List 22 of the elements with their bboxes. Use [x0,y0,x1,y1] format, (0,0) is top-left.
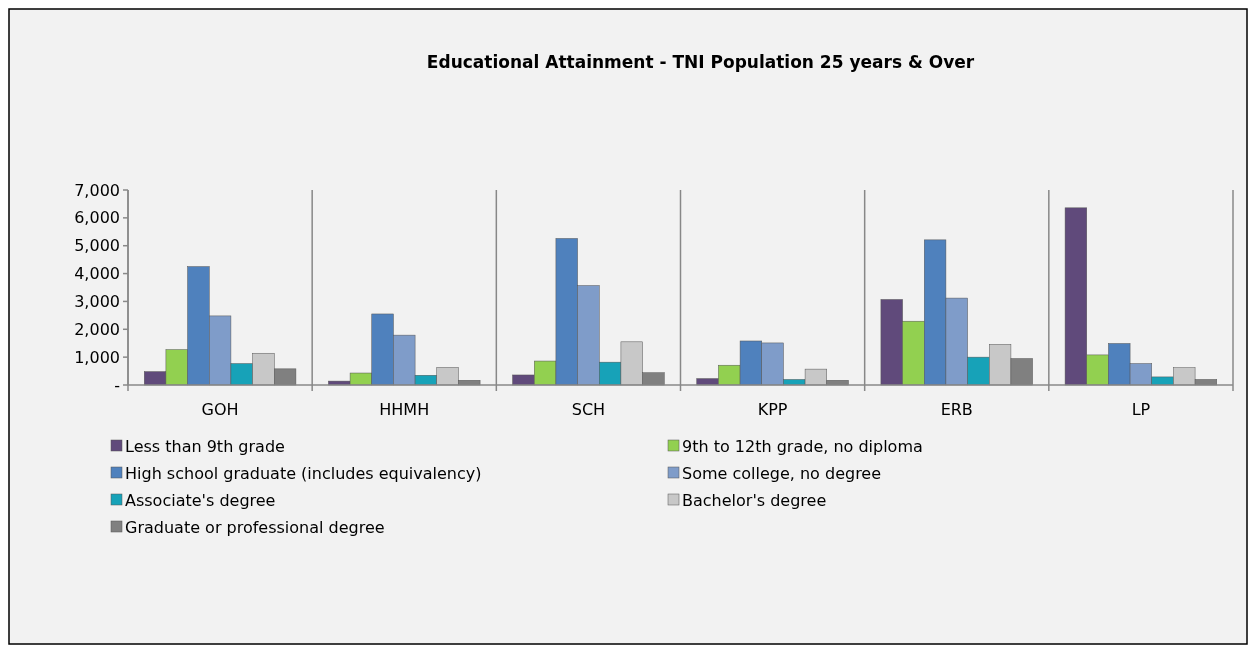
y-tick-label: 6,000 [74,208,120,228]
y-tick-label: 7,000 [74,180,120,200]
legend-label: 9th to 12th grade, no diploma [682,436,923,456]
y-tick-label: 2,000 [74,319,120,339]
x-tick-label: GOH [201,400,239,419]
x-tick-label: LP [1131,400,1151,419]
chart-title: Educational Attainment - TNI Population 25 years & Over [426,52,975,72]
legend-label: Associate's degree [125,490,276,510]
x-tick-label: ERB [940,400,973,419]
legend-label: Graduate or professional degree [125,517,385,537]
x-tick-label: SCH [571,400,606,419]
y-tick-label: 3,000 [74,292,120,312]
y-tick-label: 1,000 [74,347,120,367]
x-tick-label: KPP [757,400,788,419]
legend-label: Bachelor's degree [682,490,827,510]
y-tick-label: 5,000 [74,236,120,256]
legend-label: High school graduate (includes equivalency) [125,463,482,483]
legend-label: Less than 9th grade [125,436,285,456]
y-tick-label: 4,000 [74,264,120,284]
y-tick-label: - [114,375,120,395]
legend-label: Some college, no degree [682,463,882,483]
x-tick-label: HHMH [379,400,430,419]
